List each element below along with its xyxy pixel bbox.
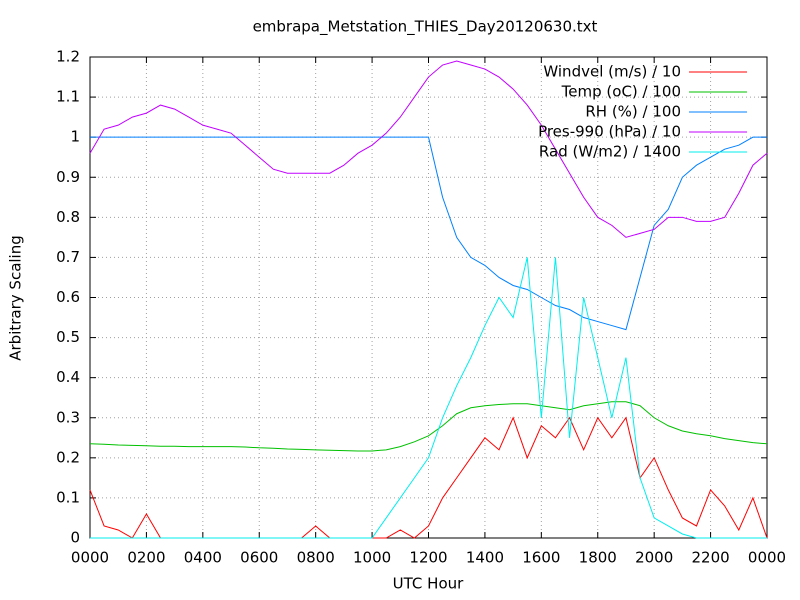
x-tick-label: 2000 — [635, 549, 673, 567]
y-tick-label: 0.6 — [56, 288, 80, 306]
x-tick-label: 1000 — [353, 549, 391, 567]
series-line — [89, 401, 768, 452]
y-tick-label: 0.5 — [56, 328, 80, 346]
legend-label: RH (%) / 100 — [585, 103, 681, 121]
y-tick-label: 0.9 — [56, 168, 80, 186]
legend-label: Temp (oC) / 100 — [561, 83, 681, 101]
x-tick-label: 0000 — [71, 549, 109, 567]
series-line — [89, 60, 768, 238]
legend-label: Pres-990 (hPa) / 10 — [538, 123, 681, 141]
x-tick-label: 0800 — [297, 549, 335, 567]
x-axis-label: UTC Hour — [393, 575, 464, 593]
legend-label: Rad (W/m2) / 1400 — [539, 143, 681, 161]
x-tick-label: 1200 — [409, 549, 447, 567]
x-tick-label: 2200 — [691, 549, 729, 567]
x-tick-label: 1400 — [466, 549, 504, 567]
y-tick-label: 0.7 — [56, 248, 80, 266]
series-line — [90, 136, 767, 331]
x-tick-label: 0200 — [127, 549, 165, 567]
y-tick-label: 0.1 — [56, 488, 80, 506]
legend-label: Windvel (m/s) / 10 — [543, 63, 681, 81]
y-tick-label: 1.1 — [56, 88, 80, 106]
y-tick-label: 0.3 — [56, 408, 80, 426]
y-tick-label: 1 — [70, 128, 80, 146]
y-tick-label: 0.4 — [56, 368, 80, 386]
y-axis-label: Arbitrary Scaling — [7, 235, 25, 361]
y-tick-label: 1.2 — [56, 48, 80, 66]
x-tick-label: 0000 — [748, 549, 786, 567]
x-tick-label: 0600 — [240, 549, 278, 567]
x-tick-label: 0400 — [184, 549, 222, 567]
y-tick-label: 0 — [70, 529, 80, 547]
y-tick-label: 0.8 — [56, 208, 80, 226]
series-line — [90, 257, 767, 539]
x-tick-label: 1600 — [522, 549, 560, 567]
chart-title: embrapa_Metstation_THIES_Day20120630.txt — [253, 18, 598, 37]
x-tick-label: 1800 — [579, 549, 617, 567]
plot-frame — [89, 56, 768, 539]
y-tick-label: 0.2 — [56, 448, 80, 466]
